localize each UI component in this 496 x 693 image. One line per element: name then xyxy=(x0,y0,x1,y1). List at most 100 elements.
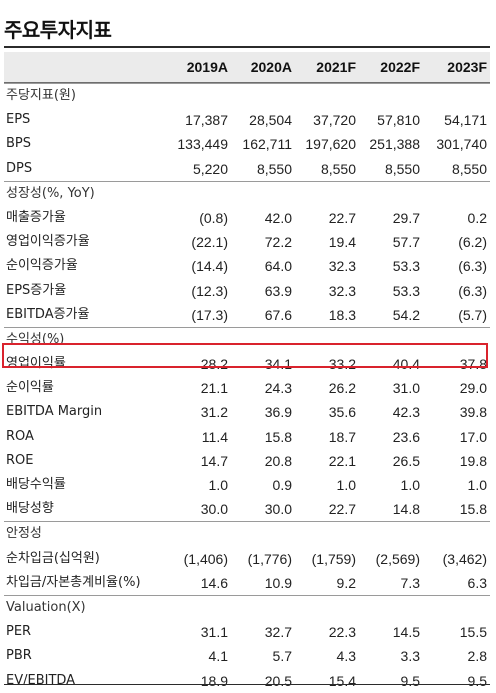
table-row: 매출증가율 (0.8) 42.0 22.7 29.7 0.2 xyxy=(4,206,490,230)
cell-value: 57.7 xyxy=(392,234,420,251)
cell-value: 29.0 xyxy=(459,380,487,397)
row-label: PBR xyxy=(6,648,32,664)
cell-value: 251,388 xyxy=(369,136,420,153)
row-label: 순이익증가율 xyxy=(6,258,78,274)
row-label: 매출증가율 xyxy=(6,209,66,225)
cell-value: 8,550 xyxy=(451,160,487,177)
cell-value: 30.0 xyxy=(264,501,292,518)
cell-value: 5.7 xyxy=(272,648,292,665)
cell-value: (6.2) xyxy=(458,234,487,251)
section-label: 안정성 xyxy=(6,526,42,542)
table-row: 순차입금(십억원) (1,406) (1,776) (1,759) (2,569) (3,… xyxy=(4,547,490,571)
cell-value: 54,171 xyxy=(444,112,487,129)
row-label: EBITDA Margin xyxy=(6,404,103,420)
cell-value: (22.1) xyxy=(191,234,228,251)
cell-value: (2,569) xyxy=(375,550,420,567)
cell-value: 26.2 xyxy=(328,380,356,397)
table-row: DPS 5,220 8,550 8,550 8,550 8,550 xyxy=(4,157,490,181)
cell-value: 4.3 xyxy=(336,648,356,665)
cell-value: 1.0 xyxy=(400,477,420,493)
cell-value: 36.9 xyxy=(264,404,292,421)
table-row: BPS 133,449 162,711 197,620 251,388 301,740 xyxy=(4,132,490,156)
row-label: 배당성향 xyxy=(6,501,54,517)
cell-value: 6.3 xyxy=(467,574,487,591)
cell-value: 1.0 xyxy=(208,477,228,493)
section-label: 주당지표(원) xyxy=(6,88,76,103)
table-row: PER 31.1 32.7 22.3 14.5 15.5 xyxy=(4,620,490,644)
section-label: 성장성(%, YoY) xyxy=(6,185,95,201)
cell-value: 18.7 xyxy=(328,428,356,445)
cell-value: 53.3 xyxy=(392,282,420,299)
cell-value: 53.3 xyxy=(392,258,420,275)
cell-value: 37,720 xyxy=(313,112,356,129)
table-row: 배당수익률 1.0 0.9 1.0 1.0 1.0 xyxy=(4,473,490,497)
cell-value: 1.0 xyxy=(336,477,356,493)
table-bottom-divider xyxy=(4,684,490,685)
table-row: 영업이익률 28.2 34.1 33.2 40.4 37.8 xyxy=(4,352,490,376)
cell-value: 9.5 xyxy=(400,672,420,689)
cell-value: 8,550 xyxy=(256,160,292,177)
cell-value: 4.1 xyxy=(208,648,228,665)
cell-value: 0.2 xyxy=(467,209,487,226)
row-label: EPS xyxy=(6,112,31,128)
cell-value: 8,550 xyxy=(320,160,356,177)
section-label: 수익성(%) xyxy=(6,331,65,347)
cell-value: 42.0 xyxy=(264,209,292,226)
header-year-3: 2022F xyxy=(380,59,420,75)
header-year-1: 2020A xyxy=(250,59,292,75)
table-row: EBITDA Margin 31.2 36.9 35.6 42.3 39.8 xyxy=(4,400,490,424)
cell-value: 28,504 xyxy=(249,112,292,129)
row-label: 영업이익증가율 xyxy=(6,234,90,250)
cell-value: 2.8 xyxy=(467,648,487,665)
row-label: 순차입금(십억원) xyxy=(6,550,100,566)
cell-value: (17.3) xyxy=(191,306,228,323)
cell-value: 32.3 xyxy=(328,282,356,299)
cell-value: 32.3 xyxy=(328,258,356,275)
cell-value: 11.4 xyxy=(201,428,228,445)
cell-value: 63.9 xyxy=(264,282,292,299)
cell-value: 67.6 xyxy=(264,306,292,323)
cell-value: (5.7) xyxy=(458,306,487,323)
cell-value: 57,810 xyxy=(377,112,420,129)
indicator-table: 주당지표(원) EPS 17,387 28,504 37,720 57,810 54,171… xyxy=(4,83,490,693)
cell-value: 34.1 xyxy=(264,356,292,373)
cell-value: 7.3 xyxy=(400,574,420,591)
cell-value: 31.2 xyxy=(200,404,228,421)
cell-value: (6.3) xyxy=(458,258,487,275)
cell-value: 35.6 xyxy=(328,404,356,421)
cell-value: 5,220 xyxy=(192,160,228,177)
cell-value: 19.8 xyxy=(459,452,487,469)
header-year-4: 2023F xyxy=(447,59,487,75)
cell-value: (14.4) xyxy=(191,258,228,275)
row-label: PER xyxy=(6,624,32,640)
cell-value: 20.5 xyxy=(264,672,292,689)
cell-value: 37.8 xyxy=(459,356,487,373)
cell-value: (1,759) xyxy=(311,550,356,567)
cell-value: 133,449 xyxy=(177,136,228,153)
row-label: BPS xyxy=(6,136,32,152)
table-row: EPS 17,387 28,504 37,720 57,810 54,171 xyxy=(4,108,490,132)
cell-value: 54.2 xyxy=(392,306,420,323)
cell-value: 15.8 xyxy=(264,428,292,445)
cell-value: 31.0 xyxy=(392,380,420,397)
table-row: ROE 14.7 20.8 22.1 26.5 19.8 xyxy=(4,449,490,473)
section-header-row: 수익성(%) xyxy=(4,326,490,352)
cell-value: 162,711 xyxy=(242,136,292,153)
cell-value: 14.7 xyxy=(200,452,228,469)
cell-value: 15.8 xyxy=(459,501,487,518)
cell-value: 3.3 xyxy=(400,648,420,665)
cell-value: 23.6 xyxy=(392,428,420,445)
cell-value: 18.9 xyxy=(200,672,228,689)
table-row: 순이익률 21.1 24.3 26.2 31.0 29.0 xyxy=(4,376,490,400)
cell-value: 15.5 xyxy=(459,624,487,641)
cell-value: (0.8) xyxy=(199,209,228,226)
cell-value: 18.3 xyxy=(328,306,356,323)
cell-value: 17.0 xyxy=(459,428,487,445)
section-header-row: 주당지표(원) xyxy=(4,83,490,108)
cell-value: 22.3 xyxy=(328,624,356,641)
row-label: 배당수익률 xyxy=(6,477,66,492)
header-year-0: 2019A xyxy=(186,59,228,75)
cell-value: (12.3) xyxy=(191,282,228,299)
cell-value: 40.4 xyxy=(392,356,420,373)
cell-value: 0.9 xyxy=(272,477,292,493)
